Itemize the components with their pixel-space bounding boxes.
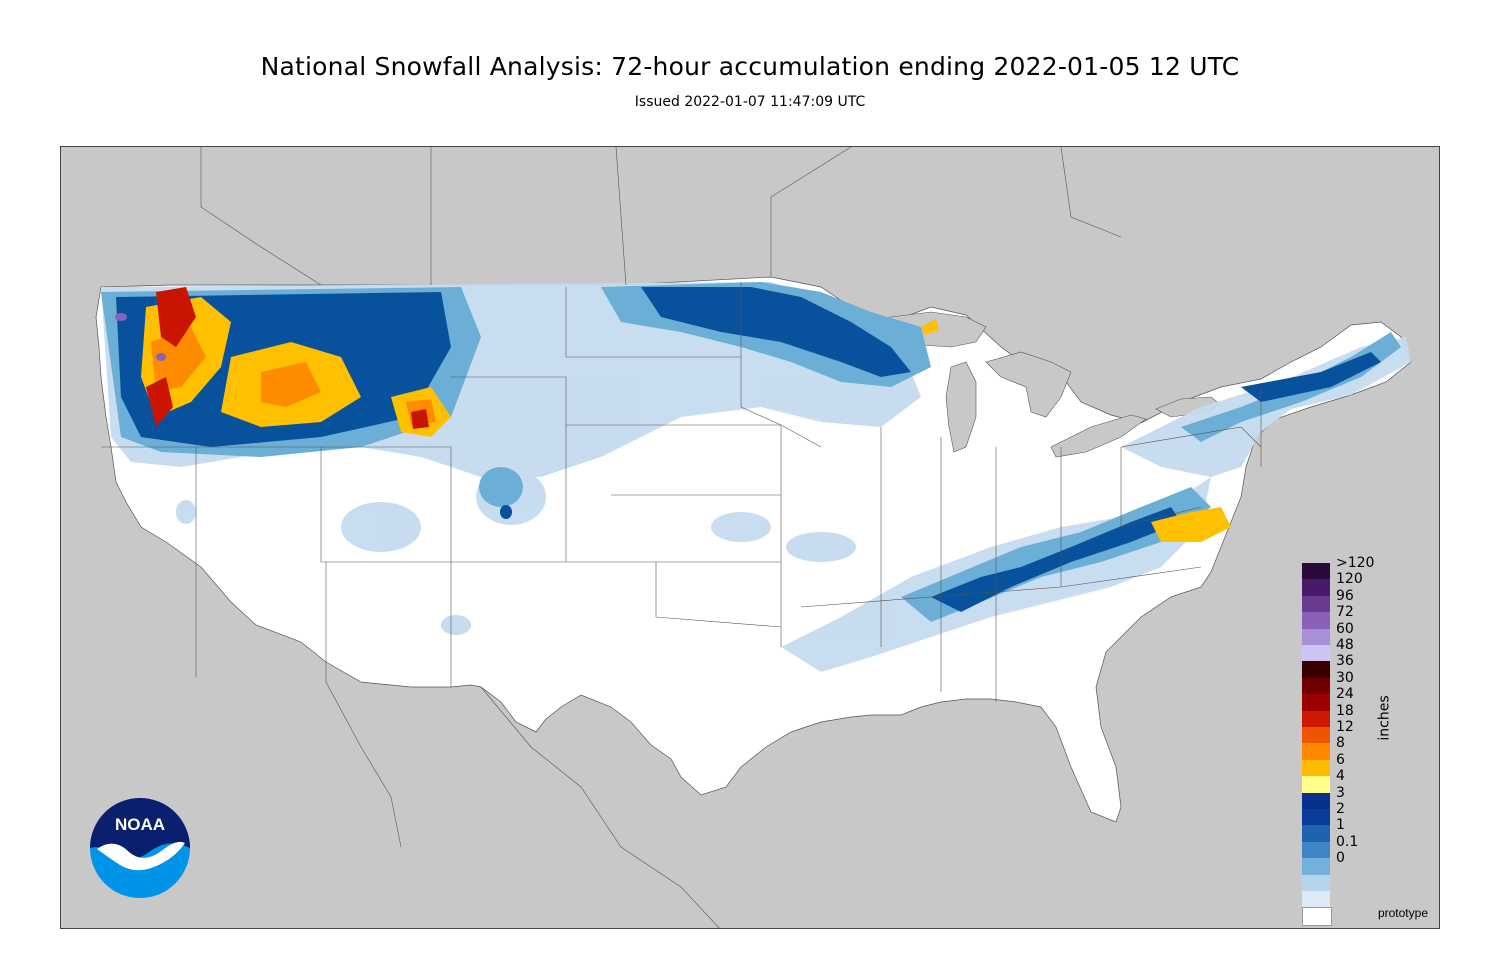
legend-swatch [1302, 809, 1330, 826]
state-boundaries [101, 282, 1262, 702]
legend-swatch [1302, 645, 1330, 662]
legend-swatch [1302, 677, 1330, 695]
legend-units: inches [1376, 690, 1400, 750]
snow-purple [115, 313, 166, 361]
lake-huron [985, 351, 1072, 418]
legend-swatch [1302, 694, 1330, 712]
legend-swatch [1302, 874, 1330, 892]
legend-swatch [1302, 907, 1332, 927]
legend-label: 48 [1336, 637, 1354, 653]
legend-label: 120 [1336, 571, 1363, 588]
map-svg [95, 147, 1412, 928]
legend-swatch [1302, 825, 1330, 843]
legend-swatch [1302, 841, 1330, 859]
legend-swatch [1302, 858, 1330, 876]
legend-label: 1 [1336, 817, 1345, 834]
legend-swatch [1302, 661, 1330, 679]
map-title: National Snowfall Analysis: 72-hour accu… [260, 52, 1240, 81]
legend-label: 60 [1336, 620, 1354, 637]
legend-swatch [1302, 628, 1330, 646]
legend-swatch [1302, 595, 1330, 613]
legend-swatch [1302, 792, 1330, 810]
legend-label: 3 [1336, 784, 1345, 801]
lake-michigan [945, 361, 977, 453]
legend-swatch [1302, 776, 1330, 794]
legend-swatch [1302, 891, 1330, 908]
legend-label: 12 [1336, 719, 1354, 735]
legend-swatch [1302, 743, 1330, 761]
legend-swatch [1302, 563, 1330, 580]
legend-label: 36 [1336, 653, 1354, 670]
legend-swatch [1302, 727, 1330, 744]
legend-label: 8 [1336, 735, 1345, 752]
legend-swatch [1302, 579, 1330, 597]
noaa-logo: NOAA [90, 798, 190, 898]
legend-label: 0 [1336, 850, 1345, 867]
legend-swatch [1302, 759, 1330, 777]
legend-swatch [1302, 612, 1330, 630]
snow-red [146, 287, 429, 429]
noaa-logo-text: NOAA [115, 815, 165, 834]
legend-label: 30 [1336, 669, 1354, 686]
legend-label: 4 [1336, 768, 1345, 785]
map-subtitle: Issued 2022-01-07 11:47:09 UTC [634, 94, 866, 110]
legend-label: 96 [1336, 587, 1354, 604]
snowfall-map [60, 146, 1440, 929]
legend-label: >120 [1336, 555, 1375, 571]
legend-swatch [1302, 710, 1330, 728]
country-boundaries [200, 147, 1122, 928]
legend-units-label: inches [1376, 695, 1393, 741]
legend-label: 6 [1336, 751, 1345, 768]
legend-label: 18 [1336, 702, 1354, 719]
legend-label: 0.1 [1336, 833, 1359, 850]
legend-label: 72 [1336, 604, 1354, 621]
legend-label: 2 [1336, 801, 1345, 817]
prototype-watermark: prototype [1377, 906, 1428, 920]
legend-label: 24 [1336, 686, 1354, 703]
